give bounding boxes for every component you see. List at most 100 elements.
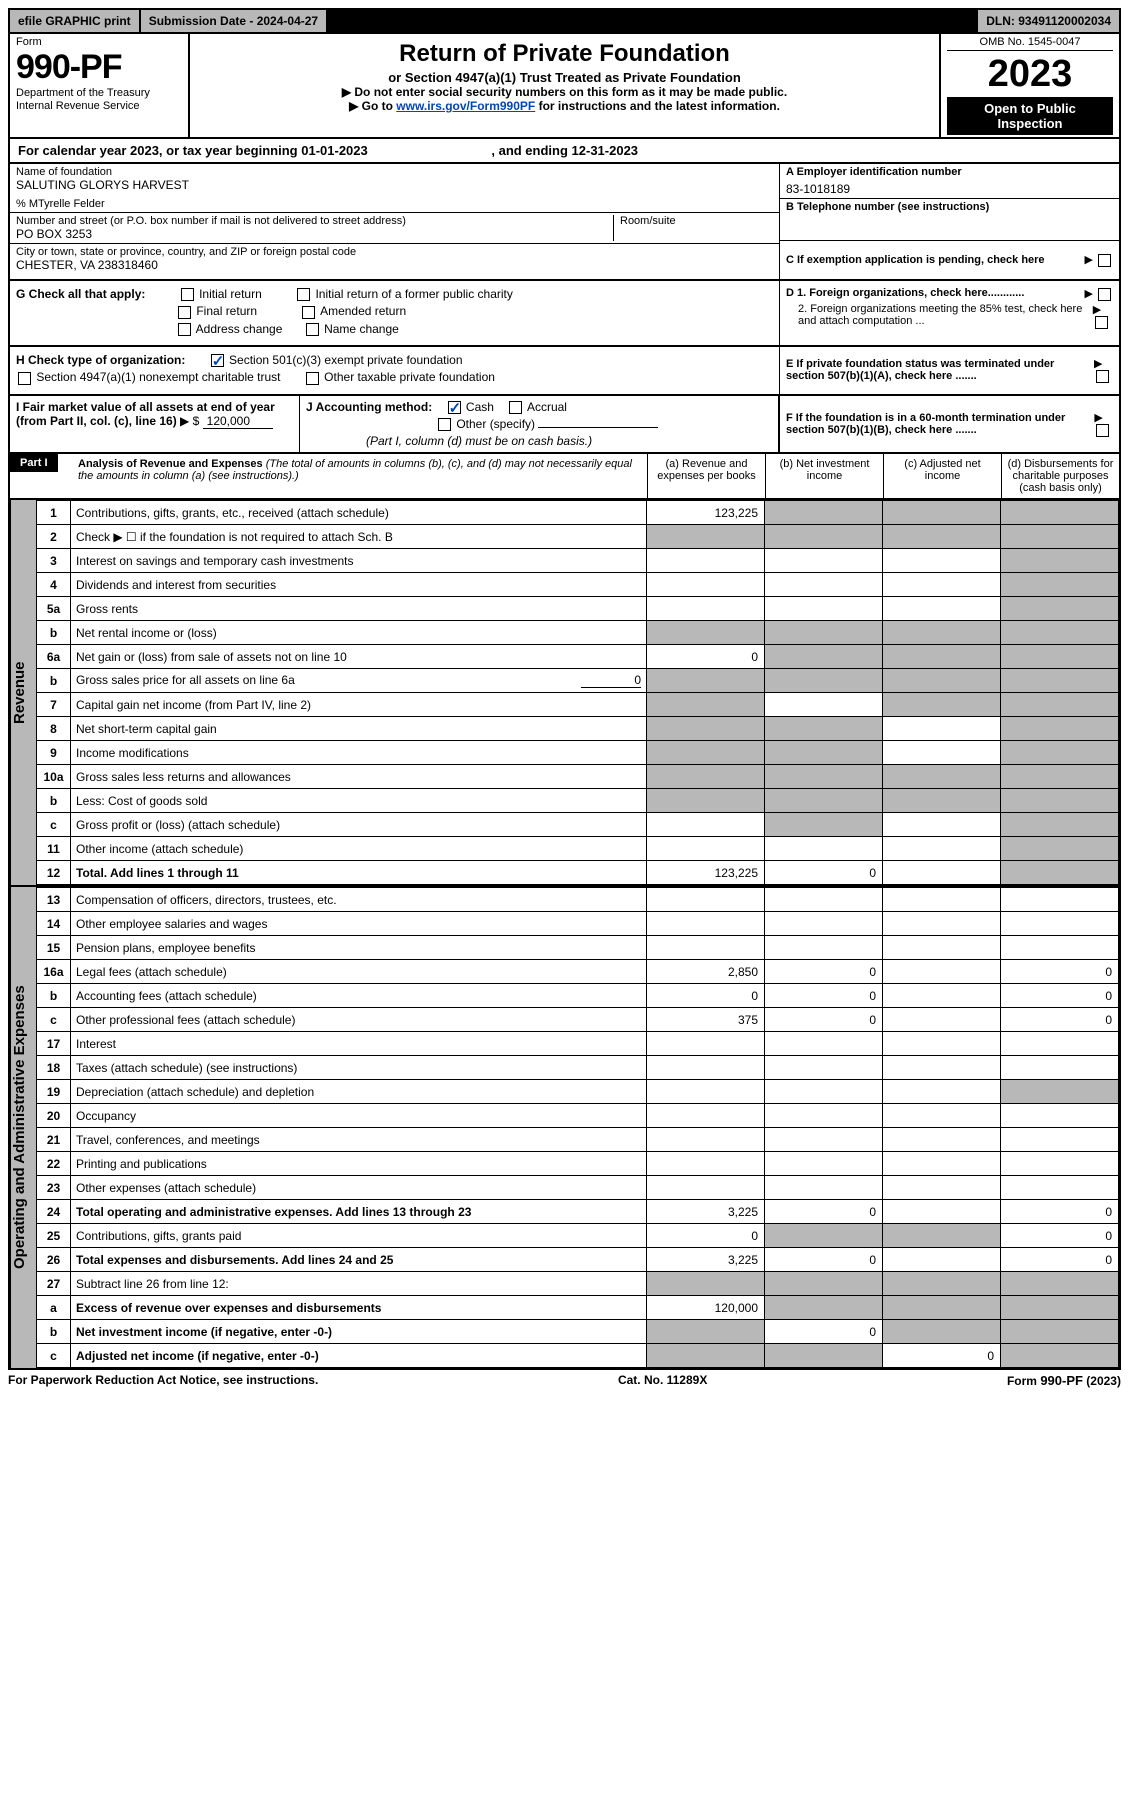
initial-former-checkbox[interactable] bbox=[297, 288, 310, 301]
initial-return-checkbox[interactable] bbox=[181, 288, 194, 301]
col-a-header: (a) Revenue and expenses per books bbox=[647, 454, 765, 498]
topbar: efile GRAPHIC print Submission Date - 20… bbox=[8, 8, 1121, 34]
line-label: Travel, conferences, and meetings bbox=[71, 1128, 647, 1152]
line-label: Legal fees (attach schedule) bbox=[71, 960, 647, 984]
table-row: bLess: Cost of goods sold bbox=[37, 789, 1119, 813]
col-b-value bbox=[765, 1152, 883, 1176]
revenue-section: Revenue 1Contributions, gifts, grants, e… bbox=[8, 500, 1121, 887]
line-number: b bbox=[37, 621, 71, 645]
col-c-value bbox=[883, 1248, 1001, 1272]
line-number: c bbox=[37, 1008, 71, 1032]
other-method-checkbox[interactable] bbox=[438, 418, 451, 431]
c-checkbox[interactable] bbox=[1098, 254, 1111, 267]
col-c-value bbox=[883, 693, 1001, 717]
form990pf-link[interactable]: www.irs.gov/Form990PF bbox=[396, 99, 535, 113]
revenue-sidelabel: Revenue bbox=[10, 500, 36, 885]
address-change-checkbox[interactable] bbox=[178, 323, 191, 336]
col-b-value bbox=[765, 789, 883, 813]
end-date: 12-31-2023 bbox=[572, 143, 639, 158]
col-d-value bbox=[1001, 789, 1119, 813]
col-b-value bbox=[765, 936, 883, 960]
col-b-value bbox=[765, 813, 883, 837]
col-d-value bbox=[1001, 1152, 1119, 1176]
line-label: Other employee salaries and wages bbox=[71, 912, 647, 936]
col-c-value bbox=[883, 861, 1001, 885]
col-b-value bbox=[765, 597, 883, 621]
other-taxable-checkbox[interactable] bbox=[306, 372, 319, 385]
table-row: 5aGross rents bbox=[37, 597, 1119, 621]
col-a-value: 123,225 bbox=[647, 501, 765, 525]
line-label: Other professional fees (attach schedule… bbox=[71, 1008, 647, 1032]
sec501-checkbox[interactable] bbox=[211, 354, 224, 367]
col-d-value bbox=[1001, 669, 1119, 693]
col-d-value bbox=[1001, 741, 1119, 765]
table-row: 7Capital gain net income (from Part IV, … bbox=[37, 693, 1119, 717]
col-b-value bbox=[765, 669, 883, 693]
table-row: cOther professional fees (attach schedul… bbox=[37, 1008, 1119, 1032]
col-b-value bbox=[765, 1272, 883, 1296]
col-d-value bbox=[1001, 621, 1119, 645]
line-label: Excess of revenue over expenses and disb… bbox=[71, 1296, 647, 1320]
col-b-value bbox=[765, 765, 883, 789]
final-return-checkbox[interactable] bbox=[178, 306, 191, 319]
col-c-value bbox=[883, 1056, 1001, 1080]
header: Form 990-PF Department of the Treasury I… bbox=[8, 34, 1121, 139]
line-label: Accounting fees (attach schedule) bbox=[71, 984, 647, 1008]
col-a-value bbox=[647, 741, 765, 765]
col-a-value bbox=[647, 837, 765, 861]
line-number: 8 bbox=[37, 717, 71, 741]
amended-checkbox[interactable] bbox=[302, 306, 315, 319]
f-checkbox[interactable] bbox=[1096, 424, 1109, 437]
col-c-value bbox=[883, 501, 1001, 525]
sec4947-checkbox[interactable] bbox=[18, 372, 31, 385]
d2-label: 2. Foreign organizations meeting the 85%… bbox=[786, 303, 1093, 329]
e-checkbox[interactable] bbox=[1096, 370, 1109, 383]
d2-checkbox[interactable] bbox=[1095, 316, 1108, 329]
col-d-value bbox=[1001, 837, 1119, 861]
col-d-value bbox=[1001, 1272, 1119, 1296]
col-d-value bbox=[1001, 597, 1119, 621]
footer: For Paperwork Reduction Act Notice, see … bbox=[8, 1370, 1121, 1391]
col-c-value bbox=[883, 1032, 1001, 1056]
ij-block: I Fair market value of all assets at end… bbox=[8, 396, 1121, 455]
col-b-value bbox=[765, 573, 883, 597]
col-b-value: 0 bbox=[765, 1008, 883, 1032]
name-change-checkbox[interactable] bbox=[306, 323, 319, 336]
cash-checkbox[interactable] bbox=[448, 401, 461, 414]
col-a-value bbox=[647, 1080, 765, 1104]
col-a-value bbox=[647, 621, 765, 645]
col-a-value bbox=[647, 813, 765, 837]
col-b-value bbox=[765, 837, 883, 861]
accrual-checkbox[interactable] bbox=[509, 401, 522, 414]
table-row: 18Taxes (attach schedule) (see instructi… bbox=[37, 1056, 1119, 1080]
line-label: Net investment income (if negative, ente… bbox=[71, 1320, 647, 1344]
line-label: Less: Cost of goods sold bbox=[71, 789, 647, 813]
col-c-value bbox=[883, 1320, 1001, 1344]
check-block-gd: G Check all that apply: Initial return I… bbox=[8, 281, 1121, 347]
line-label: Total. Add lines 1 through 11 bbox=[71, 861, 647, 885]
table-row: cAdjusted net income (if negative, enter… bbox=[37, 1344, 1119, 1368]
col-a-value bbox=[647, 549, 765, 573]
foundation-name: SALUTING GLORYS HARVEST bbox=[16, 178, 773, 192]
col-b-value: 0 bbox=[765, 861, 883, 885]
col-c-value bbox=[883, 789, 1001, 813]
ein: 83-1018189 bbox=[786, 182, 1113, 196]
col-d-value bbox=[1001, 1128, 1119, 1152]
line-label: Net rental income or (loss) bbox=[71, 621, 647, 645]
col-a-value: 0 bbox=[647, 645, 765, 669]
col-b-value: 0 bbox=[765, 1320, 883, 1344]
line-number: 5a bbox=[37, 597, 71, 621]
pct-name: % MTyrelle Felder bbox=[16, 198, 773, 210]
line-number: 6a bbox=[37, 645, 71, 669]
line-label: Check ▶ ☐ if the foundation is not requi… bbox=[71, 525, 647, 549]
col-c-value: 0 bbox=[883, 1344, 1001, 1368]
expenses-table: 13Compensation of officers, directors, t… bbox=[36, 887, 1119, 1368]
col-a-value: 123,225 bbox=[647, 861, 765, 885]
table-row: 4Dividends and interest from securities bbox=[37, 573, 1119, 597]
line-number: a bbox=[37, 1296, 71, 1320]
col-a-value bbox=[647, 525, 765, 549]
d1-checkbox[interactable] bbox=[1098, 288, 1111, 301]
table-row: aExcess of revenue over expenses and dis… bbox=[37, 1296, 1119, 1320]
col-b-value bbox=[765, 693, 883, 717]
line-label: Printing and publications bbox=[71, 1152, 647, 1176]
